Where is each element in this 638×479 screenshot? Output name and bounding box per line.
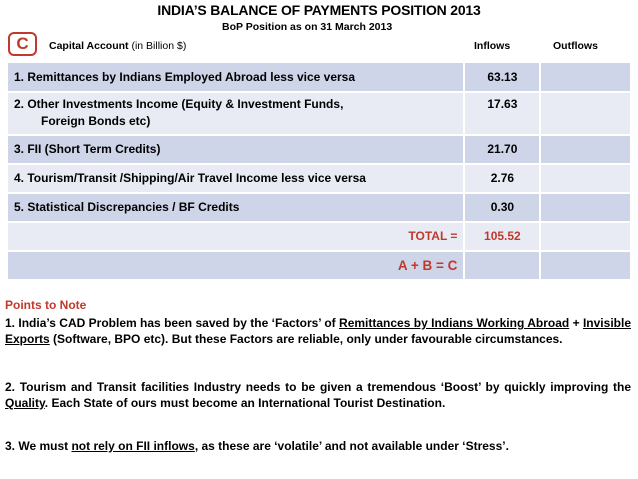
note-3: 3. We must not rely on FII inflows, as t… [5,438,631,454]
row-outflow [539,163,632,194]
total-value: 105.52 [463,221,542,252]
row-outflow [539,134,632,165]
row-inflow: 21.70 [463,134,542,165]
note-1-underline-2: Invisible Exports [5,316,631,346]
note-1-suffix: (Software, BPO etc). But these Factors a… [49,332,563,346]
row-label: 5. Statistical Discrepancies / BF Credit… [5,192,466,223]
notes-heading: Points to Note [5,298,87,312]
note-3-underline: not rely on FII inflows [71,439,195,453]
note-2: 2. Tourism and Transit facilities Indust… [5,379,631,411]
row-inflow: 2.76 [463,163,542,194]
row-inflow: 63.13 [463,61,542,93]
section-badge: C [8,32,37,56]
row-label-line1: 2. Other Investments Income (Equity & In… [14,97,344,111]
note-2-prefix: 2. Tourism and Transit facilities Indust… [5,380,631,394]
row-inflow: 0.30 [463,192,542,223]
row-label: 3. FII (Short Term Credits) [5,134,466,165]
capital-account-label: Capital Account [49,40,129,52]
formula-row: A + B = C [5,250,632,281]
capital-account-header: Capital Account (in Billion $) [49,40,186,52]
row-label: 4. Tourism/Transit /Shipping/Air Travel … [5,163,466,194]
note-2-suffix: . Each State of ours must become an Inte… [44,396,446,410]
formula-outflow [539,250,632,281]
inflows-header: Inflows [474,40,511,52]
table-row: 4. Tourism/Transit /Shipping/Air Travel … [5,163,632,194]
formula: A + B = C [5,250,466,281]
outflows-header: Outflows [553,40,598,52]
page-subtitle: BoP Position as on 31 March 2013 [222,21,393,33]
total-outflow [539,221,632,252]
note-1-prefix: 1. India’s CAD Problem has been saved by… [5,316,340,330]
unit-label: (in Billion $) [131,40,187,52]
total-label: TOTAL = [5,221,466,252]
row-label-line2: Foreign Bonds etc) [41,114,151,128]
table-row: 5. Statistical Discrepancies / BF Credit… [5,192,632,223]
table-row: 2. Other Investments Income (Equity & In… [5,91,632,136]
row-outflow [539,91,632,136]
table-row: 1. Remittances by Indians Employed Abroa… [5,61,632,93]
row-outflow [539,61,632,93]
row-label: 2. Other Investments Income (Equity & In… [5,91,466,136]
formula-inflow [463,250,542,281]
table-row: 3. FII (Short Term Credits) 21.70 [5,134,632,165]
note-1-mid: + [569,316,583,330]
note-3-suffix: , as these are ‘volatile’ and not availa… [194,439,509,453]
total-row: TOTAL = 105.52 [5,221,632,252]
row-outflow [539,192,632,223]
note-1-underline-1: Remittances by Indians Working Abroad [339,316,570,330]
note-2-underline: Quality [5,396,45,410]
note-1: 1. India’s CAD Problem has been saved by… [5,315,631,347]
note-3-prefix: 3. We must [5,439,72,453]
row-label: 1. Remittances by Indians Employed Abroa… [5,61,466,93]
page-title: INDIA’S BALANCE OF PAYMENTS POSITION 201… [157,2,481,18]
row-inflow: 17.63 [463,91,542,136]
bop-table: 1. Remittances by Indians Employed Abroa… [5,61,632,281]
